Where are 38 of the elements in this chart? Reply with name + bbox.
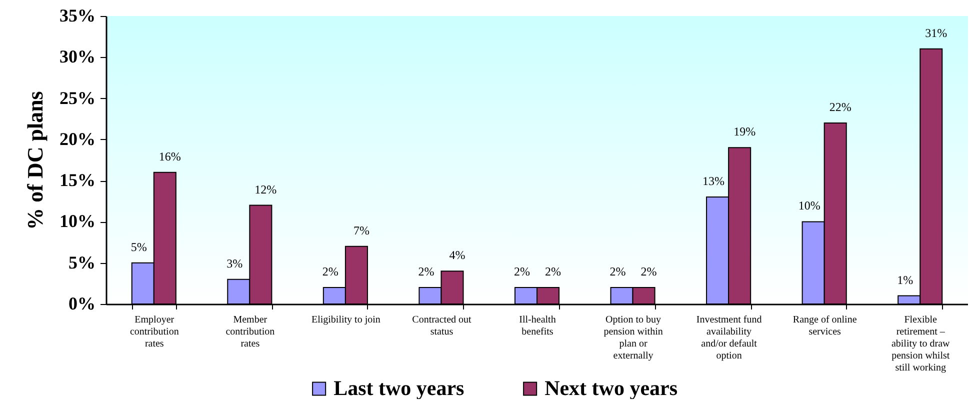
data-label: 22% [829,100,852,114]
x-tick-label: Member contribution rates [226,314,275,350]
data-label: 2% [514,264,530,279]
data-label: 19% [734,124,756,139]
data-label: 1% [897,272,914,287]
data-label: 4% [449,248,466,262]
y-tick-label: 5% [68,252,96,272]
data-label: 2% [640,264,657,279]
data-label: 2% [545,264,562,279]
x-tick-label: Employer contribution rates [130,314,179,350]
legend-label: Next two years [544,376,678,400]
legend-label: Last two years [334,376,464,400]
y-tick-label: 35% [60,6,96,26]
data-label: 3% [226,256,243,270]
y-tick-label: 20% [60,128,96,149]
data-label: 2% [610,264,626,279]
data-label: 2% [418,264,434,279]
data-label: 13% [702,174,725,188]
data-label: 31% [925,26,948,40]
x-tick-label: Option to buy pension within plan or externally [604,314,663,362]
data-label: 7% [353,223,370,238]
y-tick-label: 0% [68,294,96,314]
x-tick-label: Range of online services [792,314,858,338]
data-label: 16% [158,149,181,164]
y-tick-label: 10% [60,211,96,232]
y-tick-label: 25% [60,88,96,108]
y-tick-label: 15% [60,170,96,190]
data-label: 10% [798,198,820,213]
x-tick-label: Contracted out status [412,314,472,338]
y-axis-title: % of DC plans [22,90,48,230]
y-tick-label: 30% [60,46,96,67]
x-tick-label: Eligibility to join [311,314,380,326]
data-label: 2% [322,264,338,279]
data-label: 12% [254,182,277,196]
data-label: 5% [130,240,147,254]
x-tick-label: Flexible retirement – ability to draw pension whilst still working [891,314,951,374]
x-tick-label: Investment fund availability and/or default option [696,314,762,362]
x-tick-label: Ill-health benefits [519,314,556,338]
